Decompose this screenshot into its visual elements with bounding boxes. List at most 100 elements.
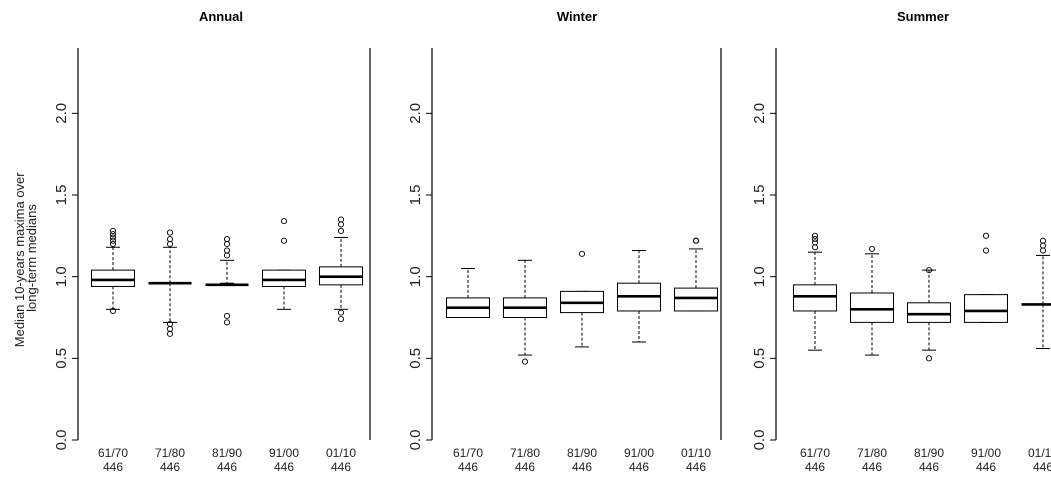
outlier-point (223, 312, 231, 319)
y-tick-label: 0.5 (751, 348, 768, 369)
x-category-label: 91/00 (624, 446, 654, 460)
x-category-label: 71/80 (857, 446, 887, 460)
outlier-point (982, 232, 990, 239)
outlier-point (982, 247, 990, 254)
panel-title: Annual (199, 9, 243, 24)
outlier-point (223, 319, 231, 326)
x-count-label: 446 (217, 460, 237, 474)
x-count-label: 446 (805, 460, 825, 474)
x-count-label: 446 (919, 460, 939, 474)
y-tick-label: 1.0 (53, 266, 70, 287)
outlier-point (925, 267, 933, 274)
outlier-point (223, 252, 231, 259)
y-tick-label: 2.0 (53, 103, 70, 124)
box-iqr (91, 269, 135, 287)
y-axis-label-line2: long-term medians (24, 204, 39, 312)
box-iqr (262, 269, 306, 287)
y-tick-label: 0.0 (407, 430, 424, 451)
panel-0: Annual0.00.51.01.52.061/7044671/8044681/… (53, 9, 371, 474)
x-category-label: 71/80 (510, 446, 540, 460)
panel-1: Winter0.00.51.01.52.061/7044671/8044681/… (407, 9, 722, 474)
outlier-point (337, 216, 345, 223)
x-count-label: 446 (629, 460, 649, 474)
panel-title: Winter (557, 9, 597, 24)
outlier-point (280, 237, 288, 244)
outlier-point (280, 218, 288, 225)
x-category-label: 81/90 (914, 446, 944, 460)
x-count-label: 446 (686, 460, 706, 474)
x-category-label: 61/70 (453, 446, 483, 460)
panel-title: Summer (897, 9, 949, 24)
outlier-point (1039, 237, 1047, 244)
outlier-point (109, 231, 117, 238)
y-tick-label: 0.5 (53, 348, 70, 369)
outlier-point (166, 236, 174, 243)
outlier-point (1039, 247, 1047, 254)
y-tick-label: 1.5 (53, 185, 70, 206)
x-count-label: 446 (458, 460, 478, 474)
outlier-point (337, 316, 345, 323)
y-tick-label: 0.5 (407, 348, 424, 369)
outlier-point (811, 239, 819, 246)
outlier-point (109, 227, 117, 234)
x-category-label: 61/70 (98, 446, 128, 460)
x-category-label: 91/00 (269, 446, 299, 460)
x-count-label: 446 (274, 460, 294, 474)
outlier-point (337, 227, 345, 234)
x-count-label: 446 (160, 460, 180, 474)
outlier-point (166, 240, 174, 248)
outlier-point (109, 240, 117, 248)
x-category-label: 81/90 (567, 446, 597, 460)
y-tick-label: 1.5 (751, 185, 768, 206)
outlier-point (811, 232, 819, 239)
x-category-label: 01/10 (681, 446, 711, 460)
outlier-point (1039, 242, 1047, 249)
y-tick-label: 1.0 (751, 266, 768, 287)
y-tick-label: 1.0 (407, 266, 424, 287)
y-tick-label: 2.0 (407, 103, 424, 124)
outlier-point (109, 234, 117, 241)
outlier-point (166, 325, 174, 332)
outlier-point (337, 221, 345, 228)
outlier-point (337, 309, 345, 316)
outlier-point (578, 250, 586, 257)
outlier-point (868, 245, 876, 252)
x-category-label: 61/70 (800, 446, 830, 460)
outlier-point (811, 244, 819, 251)
box-iqr (964, 294, 1008, 323)
x-count-label: 446 (103, 460, 123, 474)
x-category-label: 91/00 (971, 446, 1001, 460)
x-category-label: 71/80 (155, 446, 185, 460)
outlier-point (223, 247, 231, 254)
outlier-point (166, 330, 174, 337)
box-iqr (674, 287, 718, 312)
y-tick-label: 0.0 (53, 430, 70, 451)
x-category-label: 81/90 (212, 446, 242, 460)
y-tick-label: 2.0 (751, 103, 768, 124)
outlier-point (166, 320, 174, 328)
box-iqr (907, 302, 951, 323)
panels: Annual0.00.51.01.52.061/7044671/8044681/… (53, 9, 1051, 474)
y-axis-label: Median 10-years maxima over long-term me… (12, 169, 39, 347)
x-count-label: 446 (976, 460, 996, 474)
y-tick-label: 1.5 (407, 185, 424, 206)
outlier-point (109, 237, 117, 244)
outlier-point (109, 307, 117, 315)
x-count-label: 446 (1033, 460, 1051, 474)
box-iqr (850, 292, 894, 323)
outlier-point (223, 240, 231, 248)
